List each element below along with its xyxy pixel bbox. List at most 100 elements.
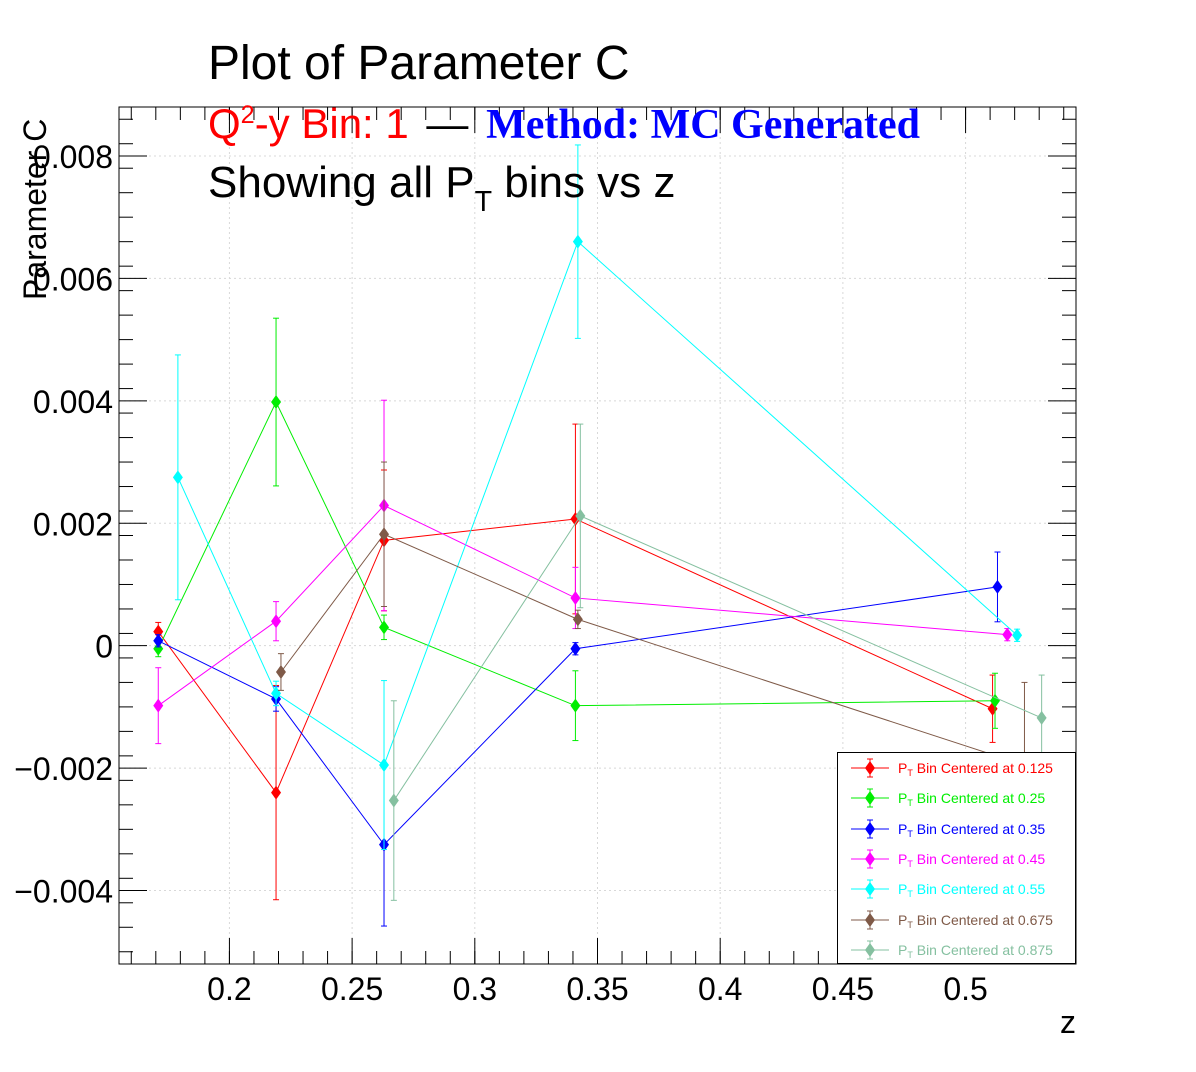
data-point — [153, 633, 164, 648]
bins-text-sub: T — [474, 186, 493, 218]
legend-label-rest: Bin Centered at 0.675 — [912, 911, 1053, 928]
data-point — [570, 590, 581, 605]
bin-label-rest: -y Bin: 1 — [254, 100, 409, 147]
data-point — [992, 579, 1003, 594]
data-point — [379, 620, 390, 635]
legend-entry: PT Bin Centered at 0.35 — [838, 814, 1075, 844]
data-point — [153, 698, 164, 713]
legend-diamond — [865, 761, 875, 775]
legend-label-p: P — [898, 881, 908, 898]
axis-tick-labels: −0.004 −0.002 0 0.002 0.004 0.006 0.008 0.2 0.25… — [14, 139, 988, 1007]
legend-label-rest: Bin Centered at 0.55 — [912, 881, 1046, 898]
legend-label-sub: T — [907, 858, 913, 869]
legend-label-rest: Bin Centered at 0.35 — [912, 820, 1046, 837]
legend-label-p: P — [898, 850, 908, 867]
legend-entry: PT Bin Centered at 0.875 — [838, 935, 1075, 965]
legend-label: PT Bin Centered at 0.45 — [898, 850, 1046, 869]
legend-entry: PT Bin Centered at 0.675 — [838, 905, 1075, 935]
series-4 — [172, 144, 1023, 851]
data-point — [572, 612, 583, 627]
data-point — [570, 641, 581, 656]
legend-label: PT Bin Centered at 0.55 — [898, 881, 1046, 900]
legend-label: PT Bin Centered at 0.25 — [898, 790, 1045, 809]
data-point — [572, 234, 583, 249]
series-line — [157, 504, 1008, 707]
data-point — [1036, 710, 1047, 725]
data-point — [271, 395, 282, 410]
bin-label-q: Q — [208, 100, 241, 147]
legend-diamond — [865, 791, 875, 806]
legend-marker — [851, 879, 889, 899]
legend-label-rest: Bin Centered at 0.45 — [912, 850, 1046, 867]
legend-label-p: P — [898, 760, 908, 776]
legend-label-rest: Bin Centered at 0.125 — [912, 760, 1053, 776]
legend-diamond — [865, 942, 875, 957]
y-tick-label: 0.004 — [33, 384, 113, 420]
bins-text-b: bins vs z — [492, 158, 676, 207]
legend-label-p: P — [898, 941, 908, 958]
legend-entry: PT Bin Centered at 0.45 — [838, 844, 1075, 874]
y-tick-label: −0.002 — [14, 751, 113, 787]
chart-title: Plot of Parameter C — [208, 37, 630, 90]
x-tick-label: 0.5 — [943, 971, 987, 1007]
data-point — [275, 665, 286, 680]
data-point — [1002, 627, 1013, 642]
legend-label-sub: T — [907, 919, 913, 930]
data-point — [575, 508, 586, 523]
bin-label-sup: 2 — [240, 101, 255, 129]
legend-diamond — [865, 912, 875, 927]
data-point — [379, 758, 390, 773]
data-series — [153, 144, 1047, 927]
x-axis-label: z — [1060, 1004, 1076, 1040]
legend: PT Bin Centered at 0.125 PT Bin Centered … — [837, 752, 1076, 964]
bins-text-a: Showing all P — [208, 158, 475, 207]
legend-marker — [851, 910, 889, 929]
y-tick-label: 0 — [95, 629, 113, 665]
legend-marker — [851, 849, 889, 869]
legend-label: PT Bin Centered at 0.125 — [898, 760, 1053, 778]
data-point — [1012, 628, 1023, 643]
data-point — [379, 527, 390, 542]
legend-diamond — [865, 882, 875, 897]
x-tick-label: 0.3 — [453, 971, 497, 1007]
legend-diamond — [865, 821, 875, 836]
legend-label-p: P — [898, 790, 908, 807]
x-tick-label: 0.35 — [566, 971, 628, 1007]
legend-marker — [851, 758, 889, 778]
legend-label: PT Bin Centered at 0.675 — [898, 911, 1053, 930]
series-6 — [388, 423, 1047, 901]
legend-entry: PT Bin Centered at 0.55 — [838, 874, 1075, 904]
title-dash: — — [426, 100, 469, 147]
legend-label-sub: T — [907, 828, 913, 839]
x-tick-label: 0.2 — [207, 971, 251, 1007]
legend-label-p: P — [898, 911, 908, 928]
data-point — [990, 693, 1001, 708]
series-line — [280, 533, 1025, 766]
legend-label-sub: T — [907, 798, 913, 809]
y-tick-label: 0.002 — [33, 506, 113, 542]
data-point — [271, 614, 282, 629]
legend-entry: PT Bin Centered at 0.125 — [838, 753, 1075, 783]
legend-label-sub: T — [907, 889, 913, 900]
legend-label: PT Bin Centered at 0.35 — [898, 820, 1046, 839]
data-point — [271, 785, 282, 800]
chart-subtitle-bin: Q2-y Bin: 1 — Method: MC Generated — [208, 100, 920, 149]
legend-label-p: P — [898, 820, 908, 837]
legend-diamond — [865, 851, 875, 866]
series-3 — [153, 399, 1013, 745]
series-line — [157, 400, 996, 707]
data-point — [570, 698, 581, 713]
legend-marker — [851, 819, 889, 839]
data-point — [388, 793, 399, 808]
legend-label-sub: T — [907, 949, 913, 960]
y-tick-label: 0.008 — [33, 139, 113, 175]
method-label: Method: MC Generated — [486, 102, 920, 148]
y-tick-label: 0.006 — [33, 261, 113, 297]
x-tick-label: 0.25 — [321, 971, 383, 1007]
legend-label: PT Bin Centered at 0.875 — [898, 941, 1053, 960]
y-axis-label: Parameter C — [17, 119, 53, 300]
legend-marker — [851, 940, 889, 960]
x-tick-label: 0.45 — [812, 971, 874, 1007]
data-point — [153, 641, 164, 656]
